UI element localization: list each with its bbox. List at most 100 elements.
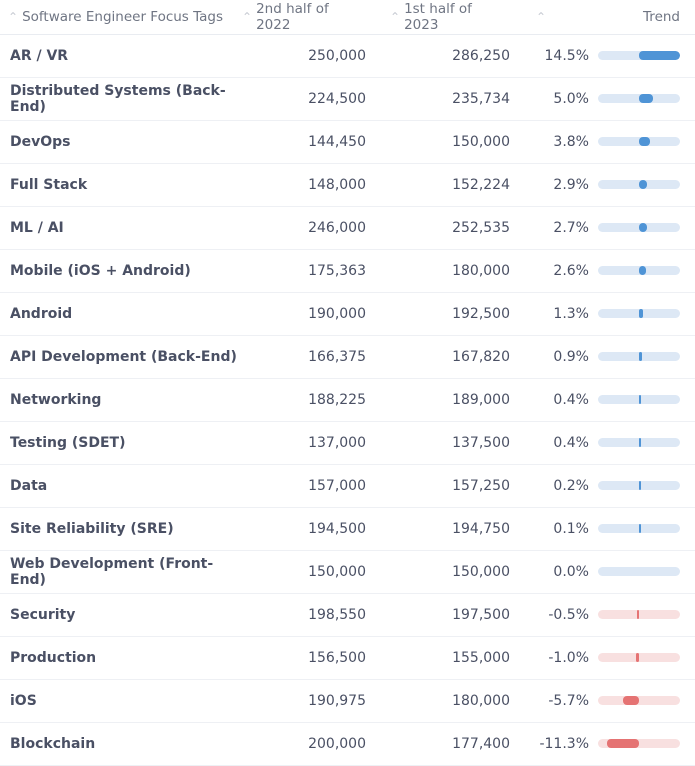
focus-tag-label: Site Reliability (SRE) [10,521,174,537]
focus-tag-label: Mobile (iOS + Android) [10,263,191,279]
trend-bar-track [598,696,680,705]
table-row[interactable]: DevOps 144,450 150,000 3.8% [0,121,695,164]
trend-bar-fill [636,653,639,662]
column-header-label: Software Engineer Focus Tags [22,9,224,25]
trend-bar-track [598,524,680,533]
trend-bar-track [598,266,680,275]
column-header-2nd-half-2022[interactable]: ⌃ 2nd half of 2022 [242,0,366,34]
caret-up-icon: ⌃ [8,10,19,24]
trend-bar-track [598,180,680,189]
table-row[interactable]: Testing (SDET) 137,000 137,500 0.4% [0,422,695,465]
focus-tag-label: Web Development (Front-End) [10,556,214,588]
caret-up-icon: ⌃ [536,10,547,24]
focus-tag-label: iOS [10,693,37,709]
value-2nd-half-2022: 190,975 [308,693,366,709]
percent-change: -0.5% [548,607,589,623]
value-1st-half-2023: 194,750 [452,521,510,537]
column-header-label: 1st half of 2023 [404,1,472,33]
value-1st-half-2023: 150,000 [452,564,510,580]
table-body: AR / VR 250,000 286,250 14.5% Distributed Sy… [0,35,695,766]
focus-tag-label: Full Stack [10,177,88,193]
table-row[interactable]: Distributed Systems (Back-End) 224,500 235… [0,78,695,121]
trend-bar-fill [639,309,643,318]
focus-tag-label: ML / AI [10,220,64,236]
value-2nd-half-2022: 166,375 [308,349,366,365]
value-1st-half-2023: 150,000 [452,134,510,150]
table-row[interactable]: AR / VR 250,000 286,250 14.5% [0,35,695,78]
trend-bar-fill [639,266,647,275]
trend-bar-track [598,739,680,748]
value-2nd-half-2022: 175,363 [308,263,366,279]
percent-change: 2.6% [553,263,589,279]
trend-bar-track [598,481,680,490]
value-1st-half-2023: 192,500 [452,306,510,322]
trend-bar-fill [639,438,641,447]
table-row[interactable]: Android 190,000 192,500 1.3% [0,293,695,336]
focus-tag-label: Production [10,650,97,666]
percent-change: 2.7% [553,220,589,236]
value-2nd-half-2022: 198,550 [308,607,366,623]
trend-bar-fill [639,51,680,60]
caret-up-icon: ⌃ [390,10,401,24]
table-row[interactable]: Networking 188,225 189,000 0.4% [0,379,695,422]
table-row[interactable]: Web Development (Front-End) 150,000 150,00… [0,551,695,594]
table-row[interactable]: iOS 190,975 180,000 -5.7% [0,680,695,723]
value-1st-half-2023: 177,400 [452,736,510,752]
focus-tag-label: Android [10,306,73,322]
trend-bar-track [598,438,680,447]
column-header-1st-half-2023[interactable]: ⌃ 1st half of 2023 [390,0,510,34]
column-header-focus-tags[interactable]: ⌃ Software Engineer Focus Tags [8,0,240,34]
column-header-percent-change[interactable]: ⌃ [536,0,550,34]
table-row[interactable]: ML / AI 246,000 252,535 2.7% [0,207,695,250]
value-1st-half-2023: 152,224 [452,177,510,193]
value-2nd-half-2022: 194,500 [308,521,366,537]
trend-bar-fill [637,610,639,619]
percent-change: 0.9% [553,349,589,365]
value-2nd-half-2022: 190,000 [308,306,366,322]
value-1st-half-2023: 286,250 [452,48,510,64]
percent-change: 0.4% [553,435,589,451]
value-2nd-half-2022: 188,225 [308,392,366,408]
column-header-label: 2nd half of 2022 [256,1,329,33]
trend-bar-fill [639,137,650,146]
table-row[interactable]: Production 156,500 155,000 -1.0% [0,637,695,680]
value-1st-half-2023: 197,500 [452,607,510,623]
value-1st-half-2023: 235,734 [452,91,510,107]
column-header-trend[interactable]: Trend [560,0,680,34]
trend-bar-track [598,610,680,619]
table-row[interactable]: Full Stack 148,000 152,224 2.9% [0,164,695,207]
trend-bar-fill [639,481,641,490]
caret-up-icon: ⌃ [242,10,253,24]
table-header: ⌃ Software Engineer Focus Tags ⌃ 2nd hal… [0,0,695,35]
value-2nd-half-2022: 137,000 [308,435,366,451]
percent-change: 5.0% [553,91,589,107]
table-row[interactable]: Security 198,550 197,500 -0.5% [0,594,695,637]
percent-change: 0.1% [553,521,589,537]
table-row[interactable]: Data 157,000 157,250 0.2% [0,465,695,508]
percent-change: -1.0% [548,650,589,666]
column-header-label: Trend [643,9,680,25]
focus-tag-label: API Development (Back-End) [10,349,237,365]
table-row[interactable]: Blockchain 200,000 177,400 -11.3% [0,723,695,766]
focus-tag-label: Blockchain [10,736,96,752]
percent-change: 0.2% [553,478,589,494]
value-1st-half-2023: 189,000 [452,392,510,408]
table-row[interactable]: API Development (Back-End) 166,375 167,820… [0,336,695,379]
percent-change: 2.9% [553,177,589,193]
focus-tag-label: Networking [10,392,102,408]
trend-bar-track [598,137,680,146]
value-2nd-half-2022: 246,000 [308,220,366,236]
trend-bar-fill [639,180,648,189]
trend-bar-fill [639,223,647,232]
trend-bar-fill [622,696,639,705]
table-row[interactable]: Site Reliability (SRE) 194,500 194,750 0.1% [0,508,695,551]
percent-change: -11.3% [539,736,589,752]
trend-bar-track [598,653,680,662]
percent-change: -5.7% [548,693,589,709]
focus-tag-label: DevOps [10,134,71,150]
percent-change: 0.0% [553,564,589,580]
table-row[interactable]: Mobile (iOS + Android) 175,363 180,000 2.6% [0,250,695,293]
value-2nd-half-2022: 224,500 [308,91,366,107]
value-2nd-half-2022: 144,450 [308,134,366,150]
percent-change: 1.3% [553,306,589,322]
